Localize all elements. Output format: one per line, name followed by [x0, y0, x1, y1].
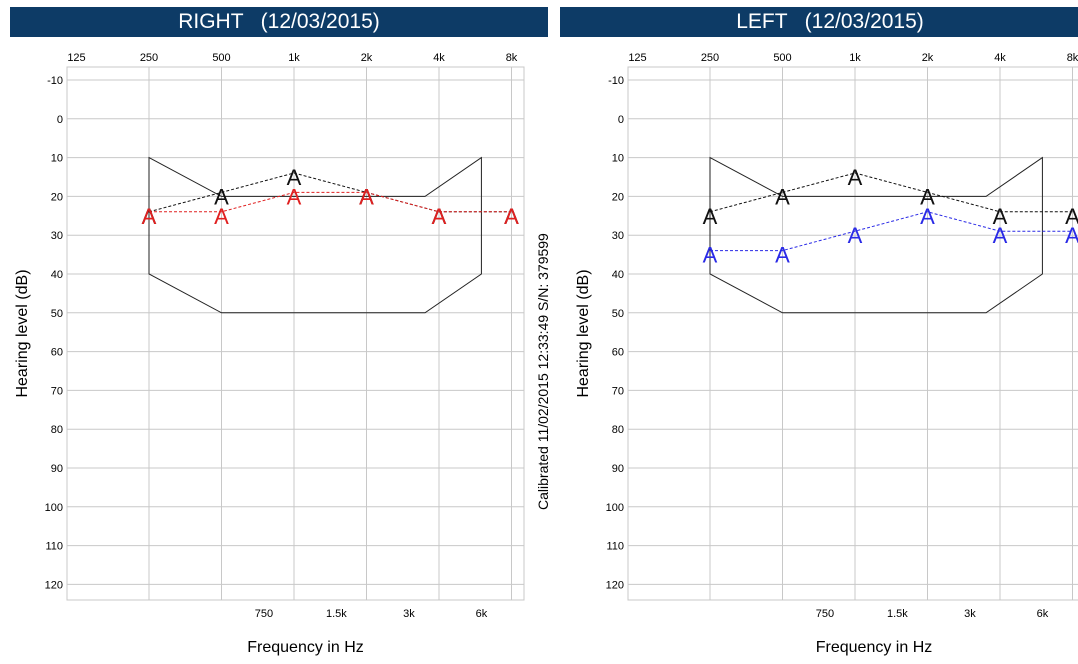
right-series-0-point: A — [214, 184, 229, 209]
left-y-tick-label: 30 — [612, 230, 624, 242]
right-x-tick-label: 4k — [433, 52, 445, 64]
left-series-0-point: A — [848, 165, 863, 190]
right-chart-title: RIGHT (12/03/2015) — [10, 7, 548, 37]
right-x-mid-tick-label: 1.5k — [326, 608, 347, 620]
left-x-tick-label: 500 — [773, 52, 791, 64]
left-x-tick-label: 250 — [701, 52, 719, 64]
right-y-tick-label: 100 — [45, 502, 63, 514]
right-y-tick-label: 40 — [51, 269, 63, 281]
left-y-tick-label: 80 — [612, 424, 624, 436]
left-series-1-point: A — [775, 243, 790, 268]
left-y-tick-label: 70 — [612, 385, 624, 397]
left-y-tick-label: 20 — [612, 191, 624, 203]
right-series-1-point: A — [359, 184, 374, 209]
right-series-0-point: A — [287, 165, 302, 190]
left-series-0-point: A — [775, 184, 790, 209]
left-y-axis-label: Hearing level (dB) — [575, 269, 592, 397]
right-series-0-point: A — [359, 184, 374, 209]
left-y-tick-label: 90 — [612, 463, 624, 475]
right-normal-range-outline — [148, 156, 482, 314]
right-y-tick-label: 10 — [51, 153, 63, 165]
right-series-1-line — [149, 191, 512, 213]
right-x-mid-tick-label: 3k — [403, 608, 415, 620]
left-y-tick-label: 50 — [612, 308, 624, 320]
right-y-tick-label: 120 — [45, 579, 63, 591]
right-y-tick-label: 50 — [51, 308, 63, 320]
left-y-tick-label: -10 — [608, 75, 624, 87]
right-y-tick-label: 60 — [51, 347, 63, 359]
right-x-tick-label: 250 — [140, 52, 158, 64]
right-y-tick-label: 80 — [51, 424, 63, 436]
left-x-tick-label: 1k — [849, 52, 861, 64]
left-x-mid-tick-label: 1.5k — [887, 608, 908, 620]
right-x-tick-label: 500 — [212, 52, 230, 64]
left-series-1-line — [710, 211, 1073, 252]
left-y-tick-label: 10 — [612, 153, 624, 165]
left-chart-title: LEFT (12/03/2015) — [560, 7, 1078, 37]
left-x-tick-label: 8k — [1067, 52, 1078, 64]
right-series-0-point: A — [504, 204, 519, 229]
right-x-tick-label: 1k — [288, 52, 300, 64]
right-series-0-point: A — [432, 204, 447, 229]
left-series-1-point: A — [1065, 223, 1078, 248]
left-series-0-point: A — [993, 204, 1008, 229]
left-series-0-point: A — [703, 204, 718, 229]
right-series-1-point: A — [142, 204, 157, 229]
left-y-tick-label: 40 — [612, 269, 624, 281]
right-x-mid-tick-label: 6k — [476, 608, 488, 620]
left-x-tick-label: 125 — [628, 52, 646, 64]
left-plot-area — [627, 66, 1078, 601]
right-y-tick-label: 110 — [45, 541, 63, 553]
right-y-tick-label: 20 — [51, 191, 63, 203]
left-y-tick-label: 120 — [606, 579, 624, 591]
left-series-1-point: A — [703, 243, 718, 268]
right-series-0-point: A — [142, 204, 157, 229]
right-series-1-point: A — [287, 184, 302, 209]
left-ear-panel: LEFT (12/03/2015) -10 0 10 20 30 40 50 60 70 80 90… — [560, 0, 1078, 664]
right-series-1-point: A — [432, 204, 447, 229]
left-series-0-point: A — [1065, 204, 1078, 229]
left-normal-range-outline — [709, 156, 1043, 314]
right-y-tick-label: 90 — [51, 463, 63, 475]
right-audiogram: -10 0 10 20 30 40 50 60 70 80 90 100 110 120 125 250 500… — [14, 52, 525, 656]
calibration-text: Calibrated 11/02/2015 12:33:49 S/N: 3795… — [535, 233, 551, 510]
left-audiogram: -10 0 10 20 30 40 50 60 70 80 90 100 110 120 125 250 500… — [575, 52, 1078, 656]
right-x-mid-tick-label: 750 — [255, 608, 273, 620]
left-y-tick-label: 0 — [618, 114, 624, 126]
right-series-1-point: A — [504, 204, 519, 229]
left-y-tick-label: 60 — [612, 347, 624, 359]
right-y-tick-label: 70 — [51, 385, 63, 397]
right-y-tick-label: 30 — [51, 230, 63, 242]
left-series-1-point: A — [993, 223, 1008, 248]
left-y-tick-label: 110 — [606, 541, 624, 553]
left-x-mid-tick-label: 750 — [816, 608, 834, 620]
right-x-tick-label: 2k — [361, 52, 373, 64]
right-plot-area — [66, 66, 525, 601]
right-x-tick-label: 8k — [506, 52, 518, 64]
left-x-tick-label: 4k — [994, 52, 1006, 64]
left-series-0-point: A — [920, 184, 935, 209]
left-x-axis-label: Frequency in Hz — [816, 639, 933, 656]
right-ear-panel: RIGHT (12/03/2015) -10 0 10 20 30 40 50 60 70 80 9… — [10, 7, 551, 656]
left-x-mid-tick-label: 6k — [1037, 608, 1049, 620]
left-series-1-point: A — [920, 204, 935, 229]
right-y-tick-label: -10 — [47, 75, 63, 87]
left-x-tick-label: 2k — [922, 52, 934, 64]
right-y-tick-label: 0 — [57, 114, 63, 126]
right-y-axis-label: Hearing level (dB) — [14, 269, 31, 397]
right-x-tick-label: 125 — [67, 52, 85, 64]
right-series-1-point: A — [214, 204, 229, 229]
left-series-0-line — [709, 172, 1073, 213]
right-x-axis-label: Frequency in Hz — [247, 639, 364, 656]
left-series-1-point: A — [848, 223, 863, 248]
left-x-mid-tick-label: 3k — [964, 608, 976, 620]
left-y-tick-label: 100 — [606, 502, 624, 514]
